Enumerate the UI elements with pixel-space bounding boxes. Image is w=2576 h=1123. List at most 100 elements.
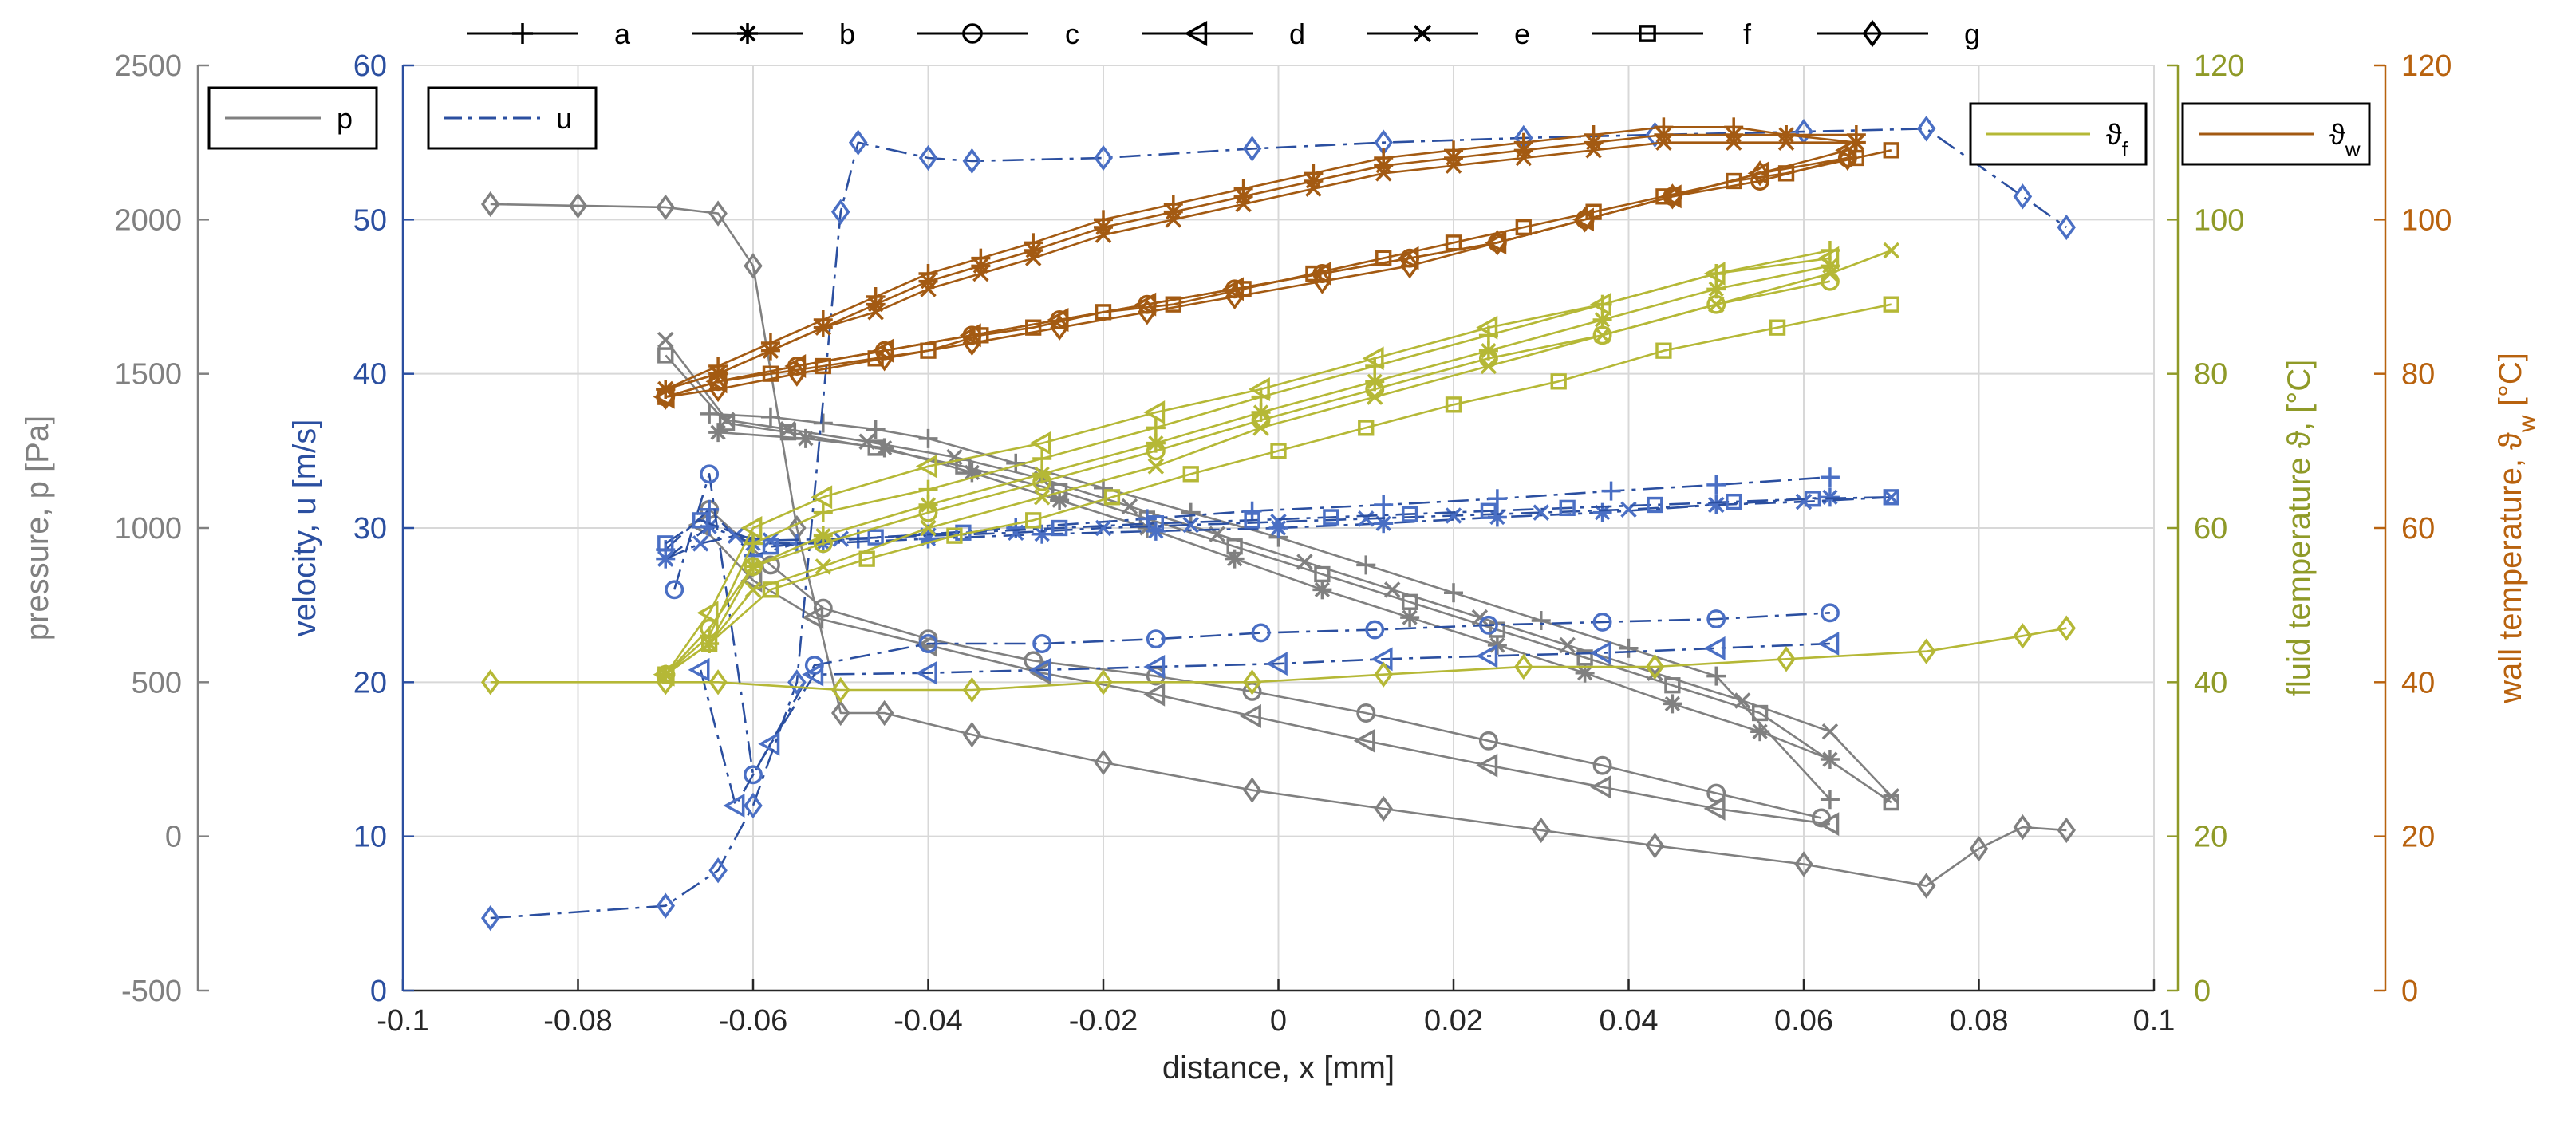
data-point-pressure-a [1181, 502, 1201, 522]
data-point-velocity-f-shape [1883, 489, 1899, 506]
data-point-fluid-e [1883, 242, 1899, 259]
x-tick-label: -0.08 [543, 1004, 613, 1038]
pressure-tick-label: -500 [121, 975, 182, 1008]
data-point-wall-g-shape [1750, 160, 1769, 187]
data-point-pressure-g [1094, 749, 1113, 776]
fluid-axis-label: fluid temperature ϑ, [°C] [2282, 360, 2317, 696]
velocity-axis-label: velocity, u [m/s] [287, 420, 322, 637]
data-point-pressure-g-shape [1794, 851, 1813, 877]
data-point-pressure-d [1476, 753, 1498, 778]
data-point-fluid-f [1025, 512, 1042, 529]
velocity-tick-label: 10 [353, 821, 387, 854]
data-point-velocity-c [1032, 634, 1052, 653]
data-point-wall-f-shape [1375, 250, 1392, 266]
data-point-velocity-b-stroke [1375, 515, 1391, 531]
series-line-velocity-a [665, 475, 1830, 558]
data-point-wall-d-shape [1134, 292, 1157, 317]
data-point-fluid-f [1270, 443, 1287, 459]
data-point-pressure-a [1356, 555, 1376, 575]
data-point-velocity-g-shape [787, 669, 807, 695]
series-line-velocity-d [699, 642, 1830, 807]
data-point-velocity-a [1820, 467, 1840, 487]
data-point-pressure-g [2057, 817, 2077, 844]
data-point-velocity-d [1143, 655, 1166, 679]
series-layer [480, 116, 2077, 932]
data-point-wall-g [1138, 299, 1157, 325]
data-point-pressure-g [1794, 851, 1813, 877]
data-point-velocity-f [1726, 493, 1742, 510]
data-point-velocity-e-stroke [1533, 504, 1549, 521]
legend-box-label-text: p [337, 102, 353, 135]
data-point-velocity-e-stroke [1095, 519, 1112, 537]
pressure-axis-label-text: pressure, p [Pa] [20, 416, 55, 640]
velocity-tick-label: 20 [353, 666, 387, 699]
data-point-wall-g-shape [1663, 183, 1682, 210]
data-point-pressure-g-shape [1094, 749, 1113, 776]
series-pressure-f [657, 347, 1899, 811]
data-point-fluid-b [1592, 310, 1612, 329]
data-point-velocity-d-shape [1703, 636, 1726, 660]
data-point-pressure-g-shape [1645, 833, 1665, 859]
fluid-tick-label: 60 [2194, 512, 2227, 546]
data-point-pressure-b [1050, 491, 1070, 510]
data-point-velocity-f [1323, 509, 1339, 526]
data-point-velocity-f [1244, 512, 1260, 529]
data-point-wall-g [1663, 183, 1682, 210]
wall-tick-label: 100 [2401, 203, 2452, 237]
data-point-fluid-f-shape [1769, 319, 1786, 336]
data-point-velocity-g [2057, 214, 2077, 241]
data-point-fluid-c [1706, 294, 1726, 314]
data-point-fluid-a [813, 502, 833, 522]
data-point-wall-e-stroke [1848, 134, 1865, 151]
legend-entry-g: g [1817, 18, 1980, 50]
data-point-wall-f [1883, 142, 1899, 159]
data-point-fluid-d-shape [1143, 400, 1166, 424]
data-point-pressure-a [1820, 790, 1840, 810]
wall-axis-label-sub: w [2514, 415, 2540, 433]
legend-marker-e-stroke [1414, 25, 1431, 42]
data-point-velocity-d-shape [723, 794, 745, 818]
legend-entry-f: f [1592, 18, 1752, 50]
data-point-velocity-e [1708, 496, 1725, 514]
data-point-wall-f [1025, 319, 1042, 336]
data-point-pressure-a [813, 413, 833, 433]
data-point-pressure-d [1239, 703, 1261, 728]
data-point-wall-g [1488, 230, 1507, 256]
data-point-pressure-b [708, 423, 728, 443]
data-point-fluid-e [1594, 327, 1611, 344]
series-velocity-d [688, 632, 1840, 818]
data-point-wall-e-stroke [972, 265, 989, 282]
data-point-pressure-f [1314, 565, 1331, 583]
wall-axis-label-text: wall temperature, ϑ [2493, 432, 2528, 704]
series-line-pressure-f [665, 354, 1892, 804]
data-point-fluid-d-shape [1248, 377, 1270, 401]
data-point-wall-g [962, 329, 982, 357]
x-tick-label: 0.06 [1774, 1004, 1833, 1038]
data-point-velocity-b-stroke [1034, 526, 1050, 542]
data-point-velocity-f-shape [762, 538, 779, 555]
x-tick-label: -0.06 [719, 1004, 788, 1038]
data-point-fluid-d-shape [1703, 262, 1726, 286]
data-point-wall-g-shape [656, 384, 676, 410]
data-point-velocity-d-shape [688, 657, 710, 682]
legend-label-a: a [614, 18, 631, 50]
legend-box-label-u: u [556, 102, 572, 135]
data-point-wall-e [1585, 142, 1602, 159]
data-point-velocity-c [1478, 615, 1498, 635]
fluid-tick-label: 40 [2194, 666, 2227, 699]
data-point-wall-f [920, 342, 937, 359]
data-point-fluid-e [1366, 388, 1383, 405]
data-point-velocity-d-shape [1029, 657, 1051, 682]
legend: a b c d e f gp u ϑf ϑw [207, 18, 2371, 166]
data-point-wall-g-shape [962, 329, 982, 357]
data-point-pressure-g-shape [1969, 835, 1989, 862]
data-point-fluid-c-shape [744, 557, 763, 577]
data-point-fluid-d [811, 485, 833, 510]
data-point-velocity-g-shape [918, 144, 938, 171]
data-point-wall-e-stroke [1725, 134, 1742, 151]
data-point-velocity-c-shape [744, 765, 763, 785]
data-point-fluid-e-stroke [1147, 458, 1165, 475]
data-point-wall-f [1777, 165, 1795, 182]
data-point-velocity-f-shape [1147, 515, 1164, 532]
data-point-pressure-d-shape [1353, 728, 1375, 753]
